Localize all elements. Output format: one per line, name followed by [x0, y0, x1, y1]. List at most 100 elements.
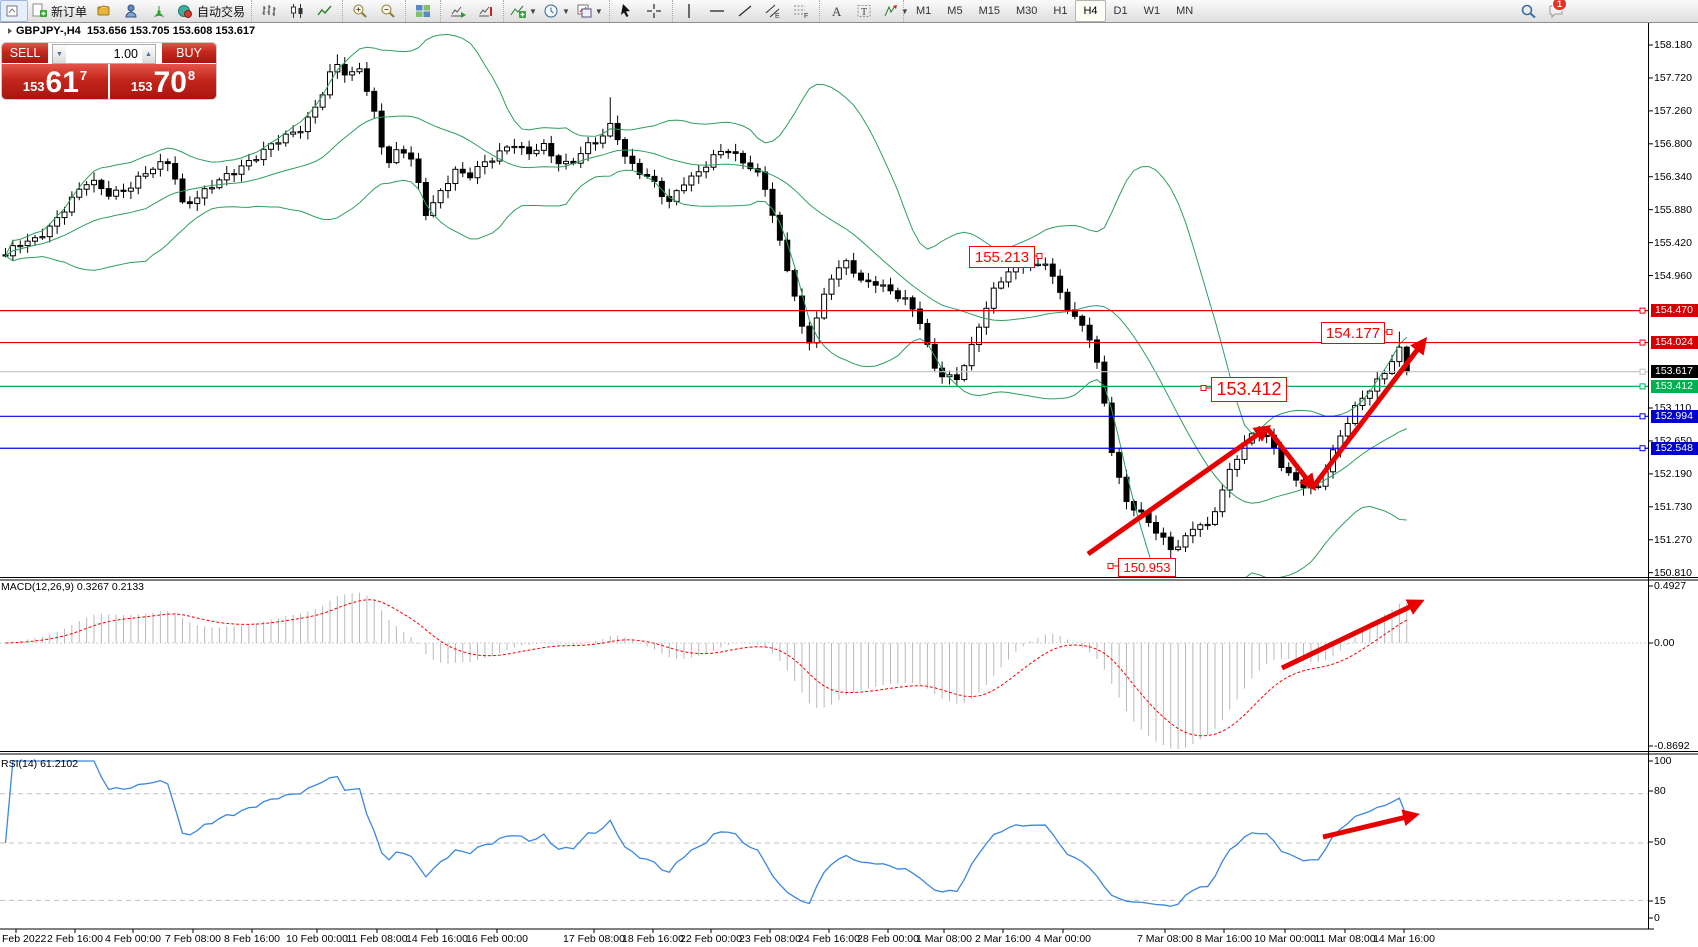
candle [304, 116, 311, 133]
notification-count-badge: 1 [1552, 0, 1568, 11]
indicators-icon[interactable]: ▼ [507, 0, 540, 22]
buy-price[interactable]: 153 70 8 [110, 64, 216, 99]
candle [1226, 468, 1233, 491]
timeframe-m1-button[interactable]: M1 [916, 5, 932, 17]
candle [238, 165, 245, 175]
candle [17, 244, 24, 248]
volume-increase-button[interactable]: ▲ [142, 45, 155, 63]
time-label: 1 Mar 08:00 [915, 933, 973, 945]
vertical-line-icon[interactable] [676, 0, 704, 22]
one-click-trading-panel: SELL ▼ ▲ BUY 153 61 7 153 70 8 [2, 43, 216, 99]
candle [1344, 423, 1351, 437]
rsi-tick-100: 100 [1654, 755, 1672, 767]
line-chart-icon[interactable] [311, 0, 339, 22]
notifications-icon[interactable]: 1 [1542, 0, 1570, 22]
timeframe-d1-button[interactable]: D1 [1113, 5, 1128, 17]
zoom-out-icon[interactable] [374, 0, 402, 22]
candle [268, 143, 274, 150]
buy-price-prefix: 153 [130, 79, 153, 94]
cursor-icon[interactable] [613, 0, 641, 22]
trendline-icon[interactable] [732, 0, 760, 22]
price-tick-157.720: 157.720 [1654, 71, 1692, 84]
macd-tick--0.8692: -0.8692 [1654, 740, 1690, 752]
chart-stub-icon[interactable] [0, 0, 28, 22]
market-watch-icon[interactable] [90, 0, 118, 22]
candle [1160, 532, 1167, 538]
bollinger-upper-band [5, 33, 1408, 435]
volume-decrease-button[interactable]: ▼ [53, 45, 66, 63]
timeframe-m15-button[interactable]: M15 [978, 5, 1000, 17]
buy-button[interactable]: BUY [162, 43, 216, 63]
main-chart-pane[interactable] [2, 33, 1410, 637]
candle [1138, 509, 1145, 513]
text-icon[interactable]: A [823, 0, 851, 22]
auto-scroll-icon[interactable] [444, 0, 472, 22]
price-tick-156.340: 156.340 [1654, 170, 1692, 183]
macd-trend-arrow[interactable] [1280, 599, 1425, 671]
tile-windows-icon[interactable] [409, 0, 437, 22]
candle [481, 161, 488, 168]
candle [843, 260, 850, 269]
signal-icon[interactable] [146, 0, 174, 22]
volume-input[interactable] [66, 46, 142, 62]
candle [474, 166, 481, 179]
search-icon[interactable] [1514, 0, 1542, 22]
price-tick-151.270: 151.270 [1654, 533, 1692, 546]
candle [105, 188, 112, 197]
equidistant-channel-icon[interactable]: E [760, 0, 788, 22]
candle [1389, 361, 1395, 374]
timeframe-w1-button[interactable]: W1 [1143, 5, 1161, 17]
candle [24, 240, 31, 246]
price-annotation-155.213[interactable]: 155.213 [969, 246, 1035, 268]
crosshair-icon[interactable] [641, 0, 669, 22]
new-order-button[interactable]: 新订单 [28, 0, 90, 22]
price-annotation-154.177[interactable]: 154.177 [1321, 322, 1385, 344]
fibonacci-icon[interactable]: F [788, 0, 816, 22]
data-window-icon[interactable] [118, 0, 146, 22]
macd-pane[interactable] [0, 592, 1648, 749]
chart-expand-icon[interactable] [8, 28, 12, 34]
volume-stepper: ▼ ▲ [52, 44, 156, 64]
zoom-in-icon[interactable] [346, 0, 374, 22]
chart-shift-icon[interactable] [472, 0, 500, 22]
text-label-icon[interactable]: T [851, 0, 879, 22]
time-label: 2 Feb 16:00 [46, 933, 104, 945]
auto-trading-button[interactable]: 自动交易 [174, 0, 248, 22]
price-annotation-153.412[interactable]: 153.412 [1211, 376, 1287, 402]
arrows-icon[interactable]: ▼ [879, 0, 912, 22]
candle [91, 179, 97, 186]
candlestick-chart-icon[interactable] [283, 0, 311, 22]
candle [334, 63, 341, 73]
candle [186, 201, 193, 205]
timeframe-mn-button[interactable]: MN [1176, 5, 1194, 17]
timeframe-m5-button[interactable]: M5 [947, 5, 963, 17]
timeframe-m30-button[interactable]: M30 [1015, 5, 1038, 17]
rsi-pane[interactable] [0, 760, 1648, 907]
candle [282, 133, 289, 144]
price-annotation-150.953[interactable]: 150.953 [1118, 557, 1176, 577]
price-tick-154.960: 154.960 [1654, 269, 1692, 282]
sell-price-pip: 7 [79, 68, 88, 83]
candle [201, 188, 208, 199]
candle [1101, 361, 1108, 404]
timeframe-h4-button[interactable]: H4 [1075, 0, 1106, 22]
sell-button[interactable]: SELL [2, 43, 48, 63]
price-tick-152.190: 152.190 [1654, 467, 1692, 480]
templates-icon[interactable]: ▼ [573, 0, 606, 22]
candle [415, 158, 422, 184]
rsi-trend-arrow[interactable] [1322, 809, 1420, 840]
sell-price[interactable]: 153 61 7 [2, 64, 108, 99]
trend-arrow[interactable] [1311, 336, 1428, 489]
bar-chart-icon[interactable] [255, 0, 283, 22]
time-label: 7 Feb 08:00 [164, 933, 222, 945]
timeframe-h1-button[interactable]: H1 [1053, 5, 1068, 17]
horizontal-line-icon[interactable] [704, 0, 732, 22]
time-label: 11 Feb 08:00 [346, 933, 408, 945]
trend-arrow[interactable] [1265, 426, 1317, 492]
candle [349, 71, 356, 76]
candle [924, 322, 931, 345]
candle [835, 267, 842, 280]
periods-icon[interactable]: ▼ [540, 0, 573, 22]
trend-arrow[interactable] [1086, 425, 1272, 557]
